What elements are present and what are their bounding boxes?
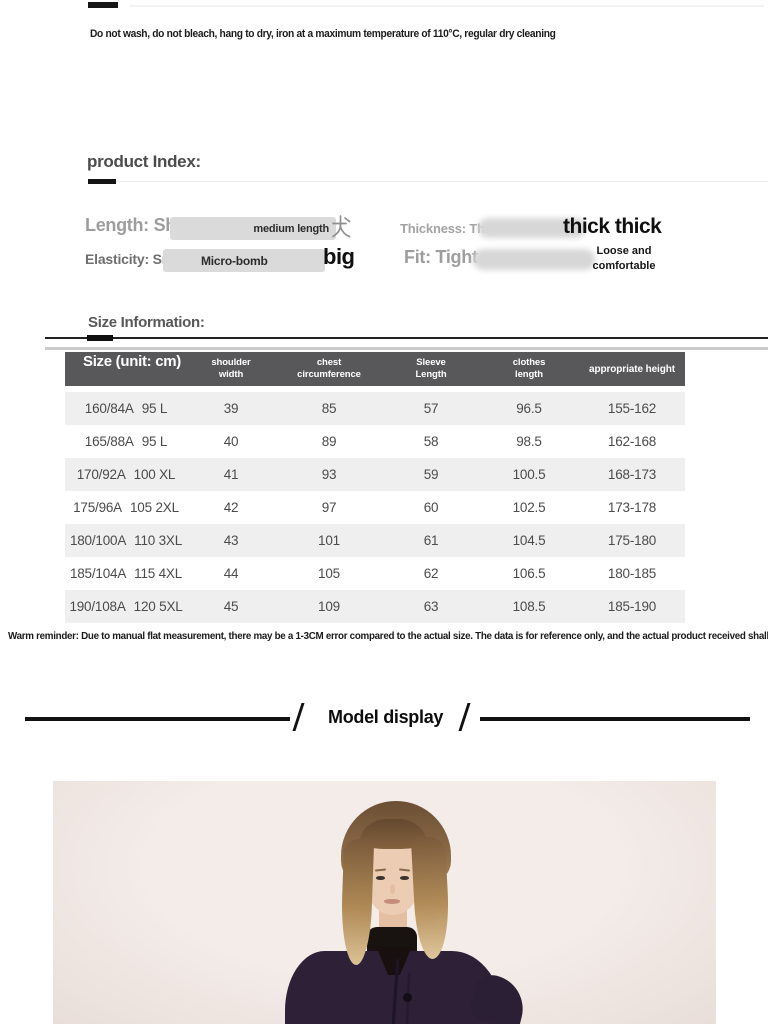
table-cell: 89: [321, 434, 337, 449]
table-row: 180/100A 110 3XL 43 101 61 104.5 175-180: [65, 524, 685, 557]
table-cell: 44: [223, 566, 239, 581]
table-header-cell: chest circumference: [297, 356, 361, 380]
table-row: 160/84A 95 L 39 85 57 96.5 155-162: [65, 392, 685, 425]
section-dash-mark: [88, 2, 118, 8]
table-header-cell: Sleeve Length: [415, 356, 447, 380]
divider-line: [45, 337, 768, 339]
table-cell: 58: [423, 434, 439, 449]
table-cell: 168-173: [607, 467, 657, 482]
table-cell: 59: [423, 467, 439, 482]
table-cell-size: 190/108A 120 5XL: [69, 599, 183, 614]
thickness-blur-bar: [478, 218, 586, 238]
table-cell: 101: [318, 533, 340, 548]
table-cell: 106.5: [512, 566, 546, 581]
elasticity-bar-label: Micro-bomb: [201, 253, 268, 268]
elasticity-end-label: big: [323, 244, 355, 269]
table-cell: 173-178: [607, 500, 657, 515]
elasticity-bar: Micro-bomb: [163, 249, 325, 272]
model-photo: [53, 781, 716, 1024]
table-cell: 63: [423, 599, 439, 614]
table-cell: 60: [423, 500, 439, 515]
model-lips: [384, 899, 400, 904]
table-header-cell: shoulder width: [211, 356, 251, 380]
table-cell: 105: [318, 566, 340, 581]
table-row: 190/108A 120 5XL 45 109 63 108.5 185-190: [65, 590, 685, 623]
model-eye: [400, 876, 409, 880]
thickness-label: Thickness: Thin: [400, 221, 496, 236]
table-cell: 42: [223, 500, 239, 515]
table-cell: 185-190: [607, 599, 657, 614]
table-cell: 41: [223, 467, 239, 482]
table-cell: 180-185: [607, 566, 657, 581]
table-cell: 93: [321, 467, 337, 482]
table-cell: 45: [223, 599, 239, 614]
length-bar-label: medium length: [253, 222, 329, 235]
table-cell: 39: [223, 401, 239, 416]
slash-mark: [458, 703, 471, 731]
table-row: 175/96A 105 2XL 42 97 60 102.5 173-178: [65, 491, 685, 524]
table-cell: 85: [321, 401, 337, 416]
chinese-long-character: 长: [330, 214, 353, 245]
size-table-header: Size (unit: cm) shoulder width chest circu…: [65, 352, 685, 386]
slash-mark: [292, 703, 305, 731]
table-header-cell: Size (unit: cm): [82, 353, 181, 370]
table-row: 165/88A 95 L 40 89 58 98.5 162-168: [65, 425, 685, 458]
table-cell: 102.5: [512, 500, 546, 515]
length-bar: medium length: [170, 217, 336, 240]
divider-line: [45, 347, 768, 350]
fit-label: Fit: Tight: [404, 247, 478, 267]
table-cell: 108.5: [512, 599, 546, 614]
table-header-cell: clothes length: [512, 356, 546, 380]
size-table-body: 160/84A 95 L 39 85 57 96.5 155-162 165/88…: [65, 392, 685, 623]
table-header-cell: appropriate height: [589, 363, 675, 375]
fit-end-label: Loose and comfortable: [592, 245, 656, 272]
table-cell: 40: [223, 434, 239, 449]
divider-line: [88, 181, 768, 182]
table-cell: 98.5: [516, 434, 542, 449]
model-coat-button: [403, 993, 412, 1002]
care-instructions-text: Do not wash, do not bleach, hang to dry,…: [90, 28, 556, 40]
table-cell: 61: [423, 533, 439, 548]
table-cell-size: 165/88A 95 L: [84, 434, 168, 449]
model-display-divider-right: [480, 717, 750, 721]
warm-reminder-text: Warm reminder: Due to manual flat measur…: [8, 631, 768, 642]
table-cell: 97: [321, 500, 337, 515]
table-cell: 57: [423, 401, 439, 416]
table-cell: 43: [223, 533, 239, 548]
table-row: 185/104A 115 4XL 44 105 62 106.5 180-185: [65, 557, 685, 590]
heading-dash: [87, 335, 113, 341]
thickness-end-label: thick thick: [563, 215, 662, 238]
table-row: 170/92A 100 XL 41 93 59 100.5 168-173: [65, 458, 685, 491]
product-index-heading: product Index:: [87, 152, 201, 171]
table-cell: 175-180: [607, 533, 657, 548]
table-cell: 104.5: [512, 533, 546, 548]
table-cell-size: 170/92A 100 XL: [76, 467, 176, 482]
table-cell-size: 180/100A 110 3XL: [69, 533, 183, 548]
table-cell: 100.5: [512, 467, 546, 482]
table-cell: 109: [318, 599, 340, 614]
fit-blur-bar: [473, 249, 595, 270]
model-display-heading: Model display: [328, 707, 444, 727]
model-nose: [390, 884, 395, 894]
model-display-divider-left: [25, 717, 290, 721]
table-cell: 62: [423, 566, 439, 581]
table-cell-size: 160/84A 95 L: [84, 401, 168, 416]
table-cell: 155-162: [607, 401, 657, 416]
heading-dash: [88, 179, 116, 184]
table-cell: 162-168: [607, 434, 657, 449]
table-cell: 96.5: [516, 401, 542, 416]
table-cell-size: 185/104A 115 4XL: [69, 566, 183, 581]
divider-line: [130, 5, 764, 7]
model-eye: [376, 876, 385, 880]
table-cell-size: 175/96A 105 2XL: [73, 500, 179, 515]
size-information-heading: Size Information:: [88, 314, 205, 331]
